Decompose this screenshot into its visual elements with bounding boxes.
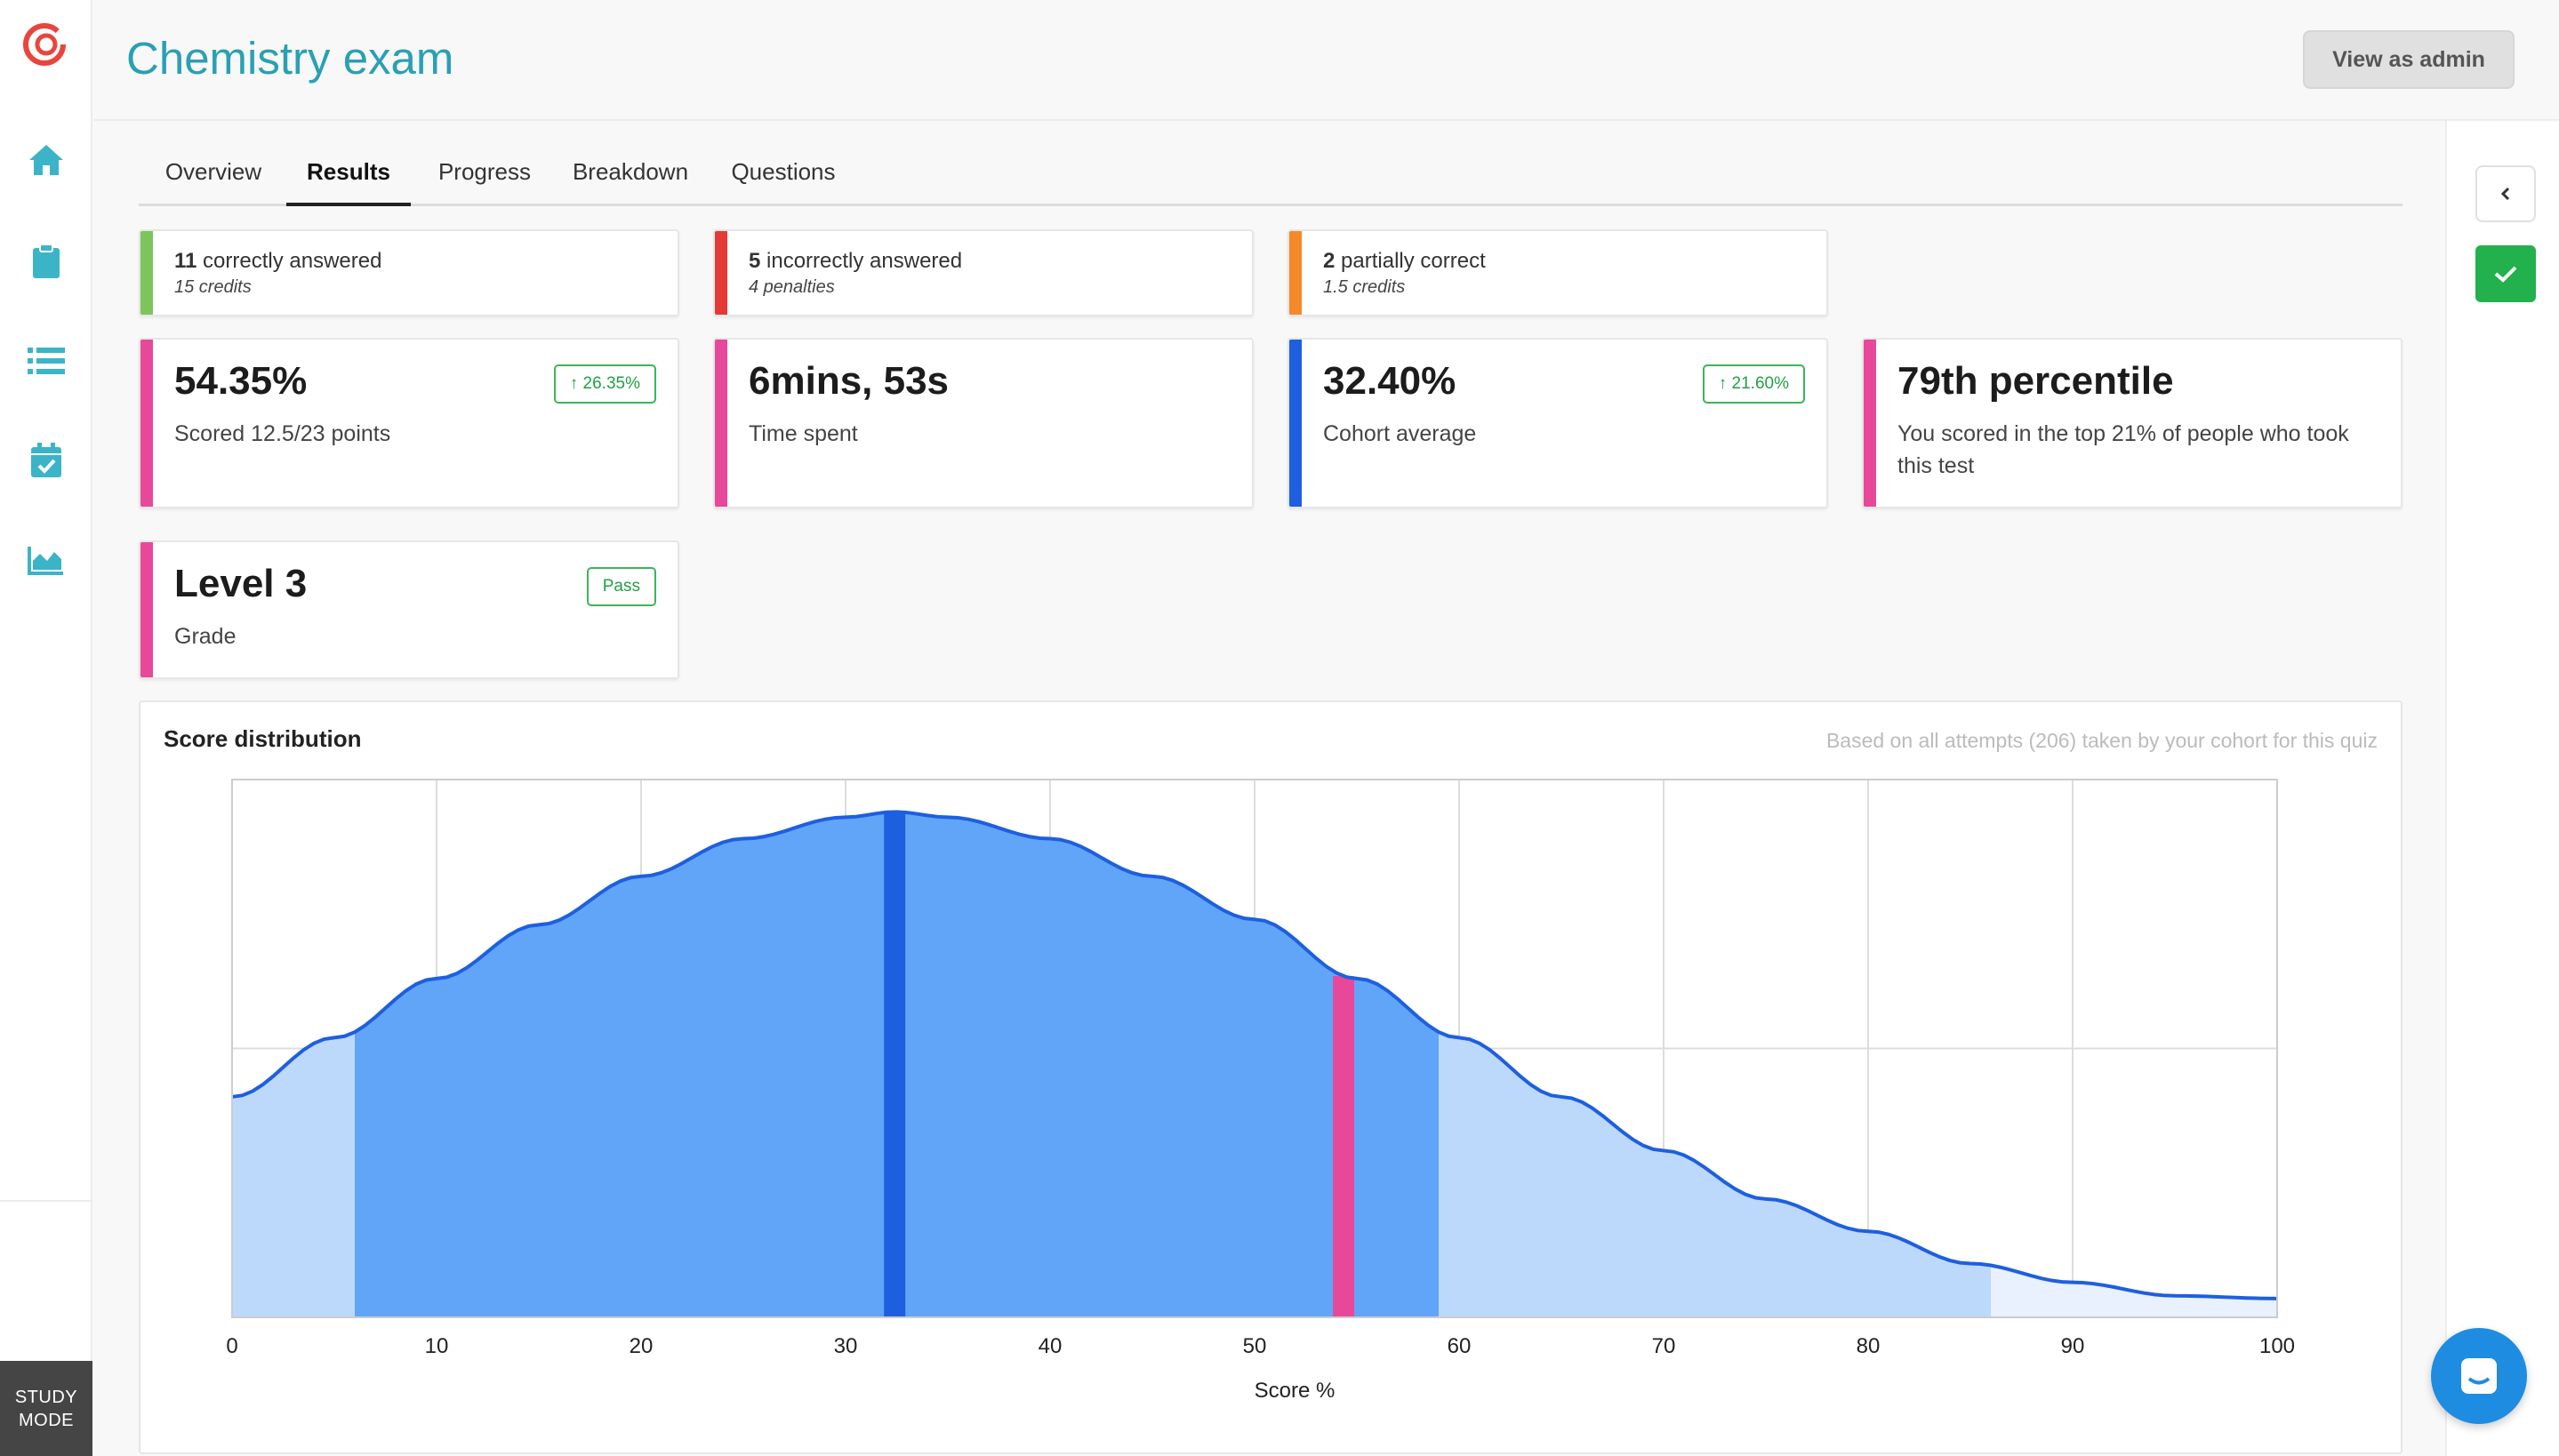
summary-detail: 4 penalties	[749, 277, 835, 297]
percentile-card: 79th percentile You scored in the top 21…	[1862, 338, 2403, 508]
x-tick-label: 60	[1448, 1334, 1472, 1358]
card-accent-bar	[140, 542, 153, 677]
chevron-left-icon	[2500, 187, 2510, 201]
x-tick-label: 80	[1857, 1334, 1881, 1358]
check-icon	[2494, 266, 2517, 283]
card-accent-bar	[1289, 231, 1302, 315]
correct-summary-card: 11 correctly answered 15 credits	[139, 229, 679, 316]
sidebar: STUDY MODE	[0, 0, 92, 1456]
x-tick-label: 10	[425, 1334, 449, 1358]
percentile-label: You scored in the top 21% of people who …	[1897, 421, 2349, 478]
card-accent-bar	[140, 340, 153, 507]
view-as-admin-button[interactable]: View as admin	[2303, 30, 2515, 89]
distribution-curve	[231, 810, 2278, 1300]
grade-label: Grade	[174, 624, 237, 649]
x-tick-label: 20	[630, 1334, 654, 1358]
card-accent-bar	[715, 231, 727, 315]
score-distribution-card: Score distribution Based on all attempts…	[139, 700, 2403, 1454]
grade-value: Level 3	[174, 562, 308, 605]
header: Chemistry exam View as admin	[94, 0, 2559, 121]
summary-text: 11 correctly answered	[174, 249, 382, 273]
card-accent-bar	[715, 340, 727, 507]
summary-text: 5 incorrectly answered	[749, 249, 963, 273]
study-mode-label: STUDY MODE	[14, 1387, 78, 1430]
sidebar-divider	[0, 1200, 92, 1202]
page-title: Chemistry exam	[126, 33, 454, 84]
cohort-average-value: 32.40%	[1323, 359, 1456, 403]
incorrect-summary-card: 5 incorrectly answered 4 penalties	[713, 229, 1254, 316]
x-tick-label: 90	[2061, 1334, 2085, 1358]
distribution-band	[1439, 1032, 1991, 1317]
card-accent-bar	[1289, 340, 1302, 507]
logo-icon[interactable]	[20, 20, 69, 69]
score-label: Scored 12.5/23 points	[174, 421, 391, 446]
study-mode-button[interactable]: STUDY MODE	[0, 1361, 92, 1456]
time-spent-card: 6mins, 53s Time spent	[713, 338, 1254, 508]
plot-frame	[231, 779, 2278, 1318]
card-accent-bar	[1864, 340, 1876, 507]
x-axis-label: Score %	[1255, 1379, 1336, 1403]
summary-detail: 15 credits	[174, 277, 252, 297]
your-score-marker	[1333, 976, 1355, 1317]
partial-summary-card: 2 partially correct 1.5 credits	[1288, 229, 1828, 316]
x-tick-label: 40	[1039, 1334, 1063, 1358]
chart-note: Based on all attempts (206) taken by you…	[1825, 729, 2378, 752]
right-rail	[2445, 121, 2559, 1456]
tab-bar: Overview Results Progress Breakdown Ques…	[139, 149, 2403, 206]
tab-progress[interactable]: Progress	[437, 158, 532, 185]
tab-results[interactable]: Results	[286, 158, 411, 206]
x-tick-label: 30	[834, 1334, 858, 1358]
summary-text: 2 partially correct	[1323, 249, 1486, 273]
score-change-badge: ↑ 26.35%	[553, 364, 656, 404]
score-card: 54.35% Scored 12.5/23 points ↑ 26.35%	[139, 338, 679, 508]
score-value: 54.35%	[174, 359, 308, 403]
clipboard-icon[interactable]	[23, 238, 69, 284]
collapse-panel-button[interactable]	[2475, 165, 2536, 222]
chart-title: Score distribution	[164, 725, 362, 752]
area-chart-icon[interactable]	[23, 537, 69, 583]
cohort-average-label: Cohort average	[1323, 421, 1477, 446]
x-tick-label: 100	[2259, 1334, 2295, 1358]
card-accent-bar	[140, 231, 153, 315]
tab-questions[interactable]: Questions	[731, 158, 836, 185]
chat-icon	[2461, 1358, 2497, 1394]
cohort-change-badge: ↑ 21.60%	[1702, 364, 1805, 404]
time-spent-value: 6mins, 53s	[749, 359, 950, 403]
pass-badge: Pass	[586, 567, 656, 606]
time-spent-label: Time spent	[749, 421, 858, 446]
calendar-check-icon[interactable]	[23, 437, 69, 484]
home-icon[interactable]	[23, 137, 69, 183]
distribution-band	[232, 1032, 355, 1317]
tab-overview[interactable]: Overview	[164, 158, 262, 185]
list-icon[interactable]	[23, 338, 69, 384]
cohort-average-card: 32.40% Cohort average ↑ 21.60%	[1288, 338, 1828, 508]
summary-detail: 1.5 credits	[1323, 277, 1406, 297]
percentile-value: 79th percentile	[1897, 359, 2174, 403]
x-tick-label: 70	[1652, 1334, 1676, 1358]
cohort-average-marker	[884, 812, 906, 1317]
complete-button[interactable]	[2475, 245, 2536, 302]
grade-card: Level 3 Grade Pass	[139, 540, 679, 679]
chat-button[interactable]	[2431, 1328, 2527, 1424]
x-tick-label: 50	[1243, 1334, 1267, 1358]
score-distribution-chart: 0 10 20 30 40 50 60 70 80 90 100 Score %	[226, 779, 2295, 1403]
x-tick-label: 0	[226, 1334, 237, 1358]
tab-breakdown[interactable]: Breakdown	[572, 158, 689, 185]
